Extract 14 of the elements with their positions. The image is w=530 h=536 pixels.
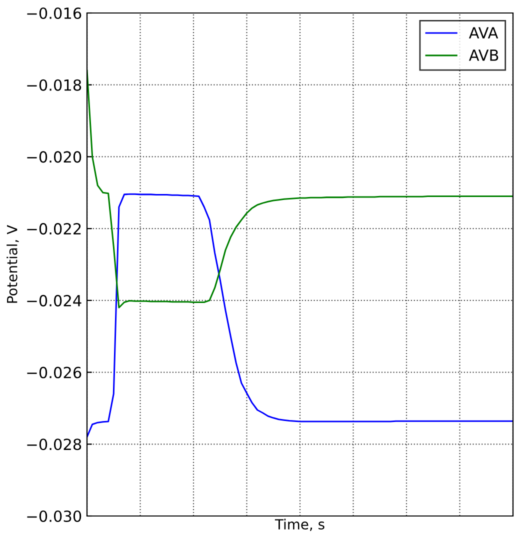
legend-label: AVB [468, 50, 498, 61]
y-tick-label: −0.018 [27, 79, 82, 91]
y-tick-label: −0.026 [27, 366, 82, 378]
line-series [87, 70, 513, 308]
y-tick-label: −0.020 [27, 151, 82, 163]
legend-label: AVA [468, 27, 498, 38]
x-axis-title: Time, s [274, 518, 324, 531]
y-tick-label: −0.024 [27, 294, 82, 306]
y-tick-label: −0.016 [27, 7, 82, 20]
line-series [87, 193, 513, 438]
y-axis-title: Potential, V [6, 225, 19, 303]
y-tick-label: −0.022 [27, 223, 81, 235]
y-tick-label: −0.028 [27, 438, 82, 450]
y-tick-label: −0.030 [27, 510, 82, 522]
